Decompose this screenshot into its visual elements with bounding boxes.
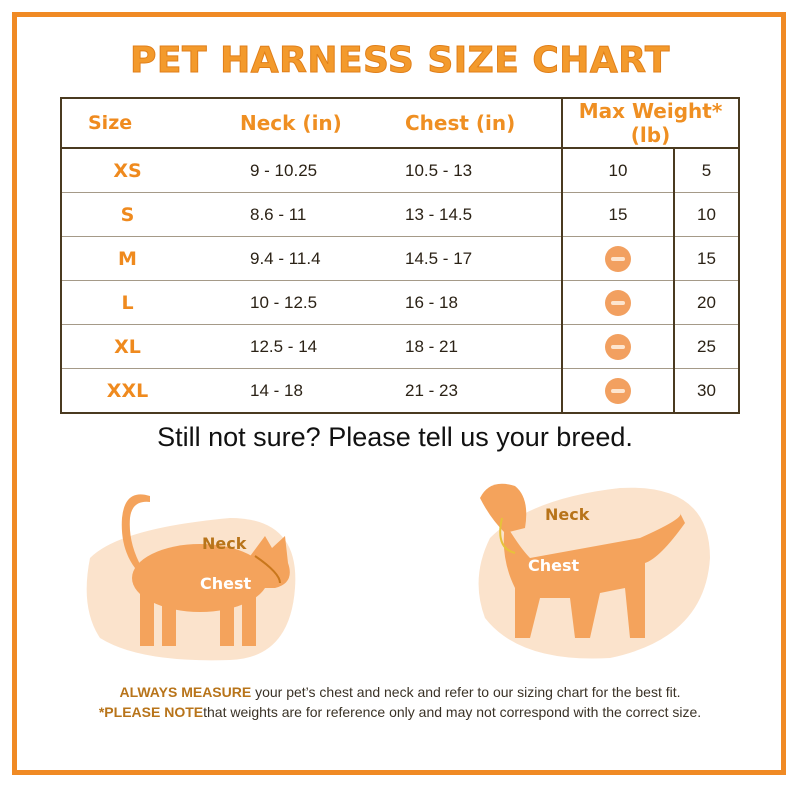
cat-illustration [86,494,296,661]
size-cell: L [61,280,193,325]
cat-neck-label: Neck [202,534,247,553]
table-header: Size Neck (in) Chest (in) Max Weight* (l… [61,97,739,149]
size-cell: XS [61,147,193,193]
measure-text: your pet’s chest and neck and refer to o… [251,684,681,700]
header-neck: Neck (in) [193,97,405,149]
header-chest: Chest (in) [405,97,562,149]
cat-silhouette [121,494,290,646]
weight-cell [561,236,674,281]
neck-cell: 12.5 - 14 [193,324,405,369]
weight-cell: 15 [561,192,674,237]
not-available-icon [605,289,631,316]
dog-chest-label: Chest [528,556,580,575]
chest-cell: 10.5 - 13 [405,147,562,193]
neck-cell: 9.4 - 11.4 [193,236,405,281]
size-cell: S [61,192,193,237]
table-row: XL 12.5 - 14 18 - 21 25 [61,324,739,369]
dog-illustration [478,483,710,659]
chest-cell: 14.5 - 17 [405,236,562,281]
weight-cell: 15 [673,236,739,281]
neck-cell: 14 - 18 [193,368,405,413]
weight-cell [561,324,674,369]
chest-cell: 13 - 14.5 [405,192,562,237]
weight-cell: 10 [561,147,674,193]
chest-cell: 16 - 18 [405,280,562,325]
chest-cell: 21 - 23 [405,368,562,413]
not-available-icon [605,333,631,360]
dog-neck-label: Neck [545,505,590,524]
weight-cell: 25 [673,324,739,369]
size-cell: M [61,236,193,281]
weight-cell: 20 [673,280,739,325]
not-available-icon [605,245,631,272]
cat-chest-label: Chest [200,574,252,593]
neck-cell: 9 - 10.25 [193,147,405,193]
always-measure-label: ALWAYS MEASURE [119,684,252,700]
table-row: L 10 - 12.5 16 - 18 20 [61,280,739,325]
footer-weight-note: *PLEASE NOTEthat weights are for referen… [0,704,800,720]
table-row: M 9.4 - 11.4 14.5 - 17 15 [61,236,739,281]
weight-cell: 30 [673,368,739,413]
chest-cell: 18 - 21 [405,324,562,369]
size-cell: XL [61,324,193,369]
page-title: PET HARNESS SIZE CHART [130,40,670,82]
weight-cell [561,368,674,413]
not-available-icon [605,377,631,404]
neck-cell: 10 - 12.5 [193,280,405,325]
table-row: XXL 14 - 18 21 - 23 30 [61,368,739,413]
header-size: Size [61,97,193,149]
please-note-label: *PLEASE NOTE [98,704,204,720]
dog-silhouette [480,483,685,638]
table-row: S 8.6 - 11 13 - 14.5 15 10 [61,192,739,237]
weight-cell: 10 [673,192,739,237]
weight-cell [561,280,674,325]
dog-neck-line [499,517,516,554]
footer-measure-note: ALWAYS MEASURE your pet’s chest and neck… [0,684,800,700]
header-max-weight: Max Weight* (lb) [561,97,739,149]
weight-cell: 5 [673,147,739,193]
size-cell: XXL [61,368,193,413]
cat-neck-line [254,555,281,584]
table-row: XS 9 - 10.25 10.5 - 13 10 5 [61,147,739,193]
weight-note-text: that weights are for reference only and … [203,704,702,720]
breed-prompt: Still not sure? Please tell us your bree… [157,422,633,452]
size-table: Size Neck (in) Chest (in) Max Weight* (l… [60,97,740,414]
neck-cell: 8.6 - 11 [193,192,405,237]
